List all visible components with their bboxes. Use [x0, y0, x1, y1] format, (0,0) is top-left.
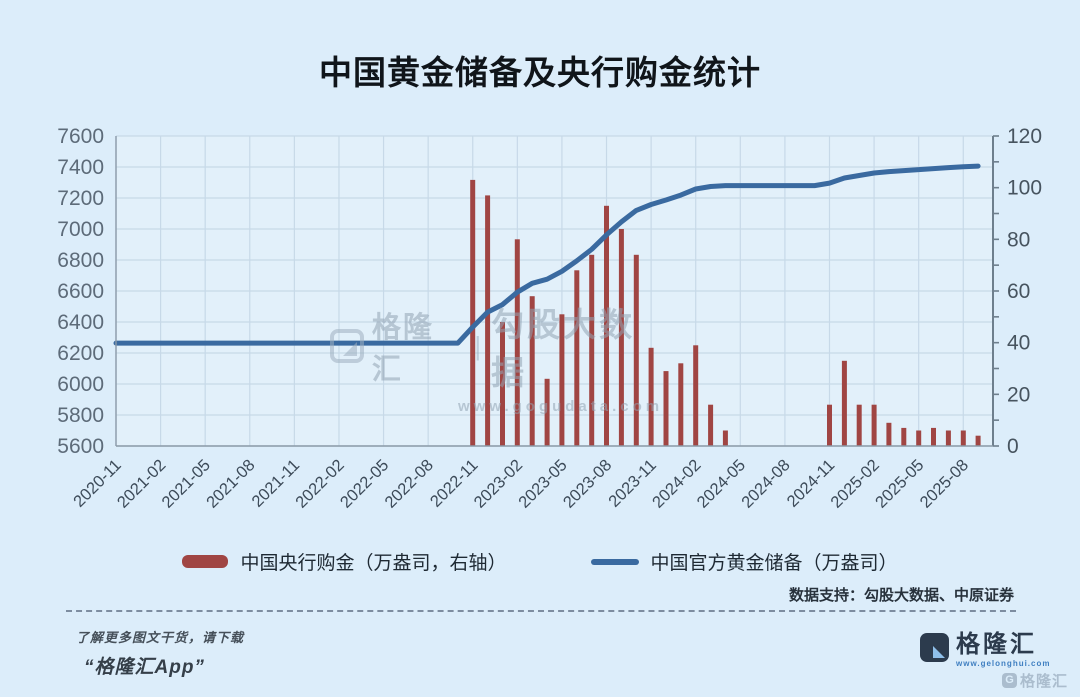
svg-text:0: 0 — [1007, 435, 1019, 458]
svg-text:2022-08: 2022-08 — [381, 456, 437, 512]
dashed-divider — [66, 610, 1016, 612]
data-source-note: 数据支持：勾股大数据、中原证券 — [788, 588, 1014, 604]
bar-series-label: 中国央行购金（万盎司，右轴） — [240, 553, 507, 574]
svg-text:2022-05: 2022-05 — [337, 456, 393, 512]
svg-text:2025-08: 2025-08 — [917, 456, 973, 512]
svg-text:80: 80 — [1007, 228, 1030, 251]
svg-text:40: 40 — [1007, 332, 1030, 355]
svg-text:2023-05: 2023-05 — [515, 456, 571, 512]
combo-chart: 5600 5800 6000 6200 6400 6600 6800 7000 7200 7400… — [57, 125, 1042, 512]
svg-text:7400: 7400 — [57, 156, 104, 179]
svg-text:120: 120 — [1007, 125, 1042, 148]
svg-text:2024-08: 2024-08 — [738, 456, 794, 512]
svg-text:2024-05: 2024-05 — [694, 456, 750, 512]
svg-text:2021-05: 2021-05 — [158, 456, 214, 512]
bar-series-swatch — [182, 555, 229, 568]
svg-text:2023-08: 2023-08 — [560, 456, 616, 512]
svg-text:2023-02: 2023-02 — [471, 456, 527, 512]
corner-watermark: G 格隆汇 — [1002, 670, 1068, 691]
svg-text:6400: 6400 — [57, 311, 104, 334]
svg-text:2025-02: 2025-02 — [827, 456, 883, 512]
gelonghui-logo-icon — [920, 633, 949, 662]
svg-text:7600: 7600 — [57, 125, 104, 148]
svg-text:6800: 6800 — [57, 249, 104, 272]
gelonghui-logo-text: 格隆汇 — [956, 631, 1037, 658]
svg-text:6600: 6600 — [57, 280, 104, 303]
svg-text:5800: 5800 — [57, 404, 104, 427]
line-series-label: 中国官方黄金储备（万盎司） — [650, 553, 898, 574]
chart-title: 中国黄金储备及央行购金统计 — [319, 54, 761, 91]
svg-text:2024-02: 2024-02 — [649, 456, 705, 512]
legend: 中国央行购金（万盎司，右轴） 中国官方黄金储备（万盎司） — [0, 548, 1080, 575]
svg-text:2025-05: 2025-05 — [872, 456, 928, 512]
svg-text:2021-08: 2021-08 — [203, 456, 259, 512]
gelonghui-mini-icon: G — [1002, 673, 1017, 688]
svg-text:7000: 7000 — [57, 218, 104, 241]
legend-item-bar: 中国央行购金（万盎司，右轴） — [182, 548, 507, 575]
line-series-swatch — [590, 558, 639, 565]
app-promo: 了解更多图文干货，请下载 “格隆汇App” — [76, 627, 244, 679]
promo-text: 了解更多图文干货，请下载 — [76, 630, 245, 645]
svg-text:5600: 5600 — [57, 435, 104, 458]
gelonghui-logo-url: www.gelonghui.com — [956, 659, 1051, 668]
svg-text:2021-02: 2021-02 — [114, 456, 170, 512]
gelonghui-logo: 格隆汇 www.gelonghui.com — [920, 633, 1050, 668]
svg-text:100: 100 — [1007, 177, 1042, 200]
promo-app-name: “格隆汇App” — [84, 657, 205, 678]
svg-text:7200: 7200 — [57, 187, 104, 210]
svg-text:6200: 6200 — [57, 342, 104, 365]
svg-text:2022-02: 2022-02 — [292, 456, 348, 512]
svg-text:20: 20 — [1007, 383, 1030, 406]
svg-text:6000: 6000 — [57, 373, 104, 396]
svg-text:60: 60 — [1007, 280, 1030, 303]
legend-item-line: 中国官方黄金储备（万盎司） — [590, 548, 898, 575]
